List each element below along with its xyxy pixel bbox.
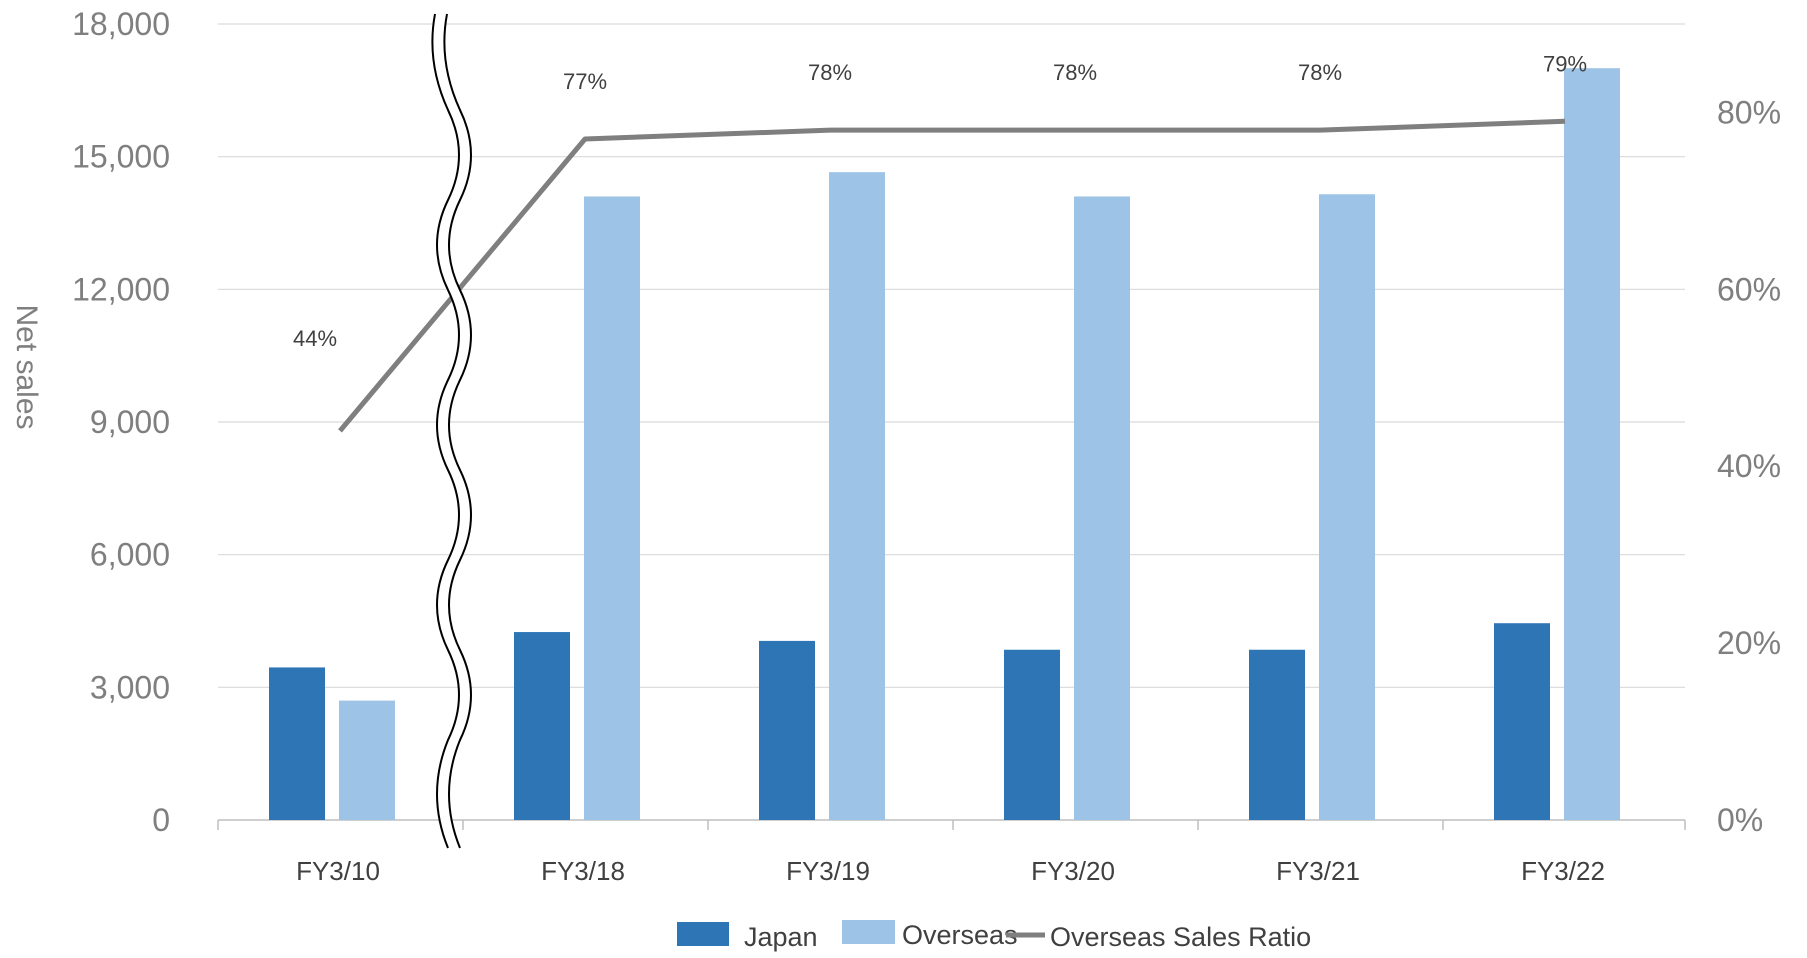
data-label: 44%	[293, 326, 337, 351]
line-layer	[338, 118, 1566, 433]
y-right-tick-label: 40%	[1717, 448, 1781, 484]
x-axis-ticks: FY3/10 FY3/18 FY3/19 FY3/20 FY3/21 FY3/22	[217, 820, 1686, 886]
y-right-tick-label: 80%	[1717, 94, 1781, 130]
x-tick-label: FY3/20	[1031, 856, 1115, 886]
data-label: 78%	[1298, 60, 1342, 85]
bar-japan	[514, 632, 570, 820]
bar-japan	[759, 640, 815, 820]
legend-swatch-japan	[677, 922, 729, 946]
y-tick-label: 9,000	[90, 404, 170, 440]
bar-overseas	[1074, 196, 1130, 820]
y-right-tick-label: 0%	[1717, 802, 1763, 838]
bar-layer	[269, 68, 1620, 821]
bar-overseas	[584, 196, 640, 820]
legend-label-japan: Japan	[744, 922, 818, 952]
axis-break-line	[431, 13, 460, 849]
bar-overseas	[339, 700, 395, 820]
right-axis-ticks: 0% 20% 40% 60% 80%	[1717, 94, 1781, 838]
bar-japan	[1004, 649, 1060, 820]
y-tick-label: 15,000	[72, 139, 170, 175]
left-axis-ticks: 0 3,000 6,000 9,000 12,000 15,000 18,000	[72, 6, 170, 838]
y-right-tick-label: 20%	[1717, 625, 1781, 661]
x-tick-label: FY3/21	[1276, 856, 1360, 886]
x-tick-label: FY3/19	[786, 856, 870, 886]
bar-japan	[1494, 623, 1550, 820]
axis-break	[431, 12, 472, 851]
legend-label-overseas-sales-ratio: Overseas Sales Ratio	[1050, 922, 1311, 952]
line-overseas-sales-ratio	[338, 118, 1566, 433]
axis-break-line	[443, 13, 472, 849]
y-tick-label: 0	[152, 802, 170, 838]
bar-overseas	[1564, 68, 1620, 820]
y-tick-label: 3,000	[90, 669, 170, 705]
data-label-layer: 44% 77% 78% 78% 78% 79%	[293, 51, 1587, 351]
y-tick-label: 18,000	[72, 6, 170, 42]
y-tick-label: 12,000	[72, 271, 170, 307]
axis-break-gap	[432, 12, 471, 851]
legend: Japan Overseas Overseas Sales Ratio	[677, 920, 1311, 952]
y-axis-label: Net sales	[10, 304, 43, 429]
bar-overseas	[829, 172, 885, 821]
y-tick-label: 6,000	[90, 537, 170, 573]
x-tick-label: FY3/22	[1521, 856, 1605, 886]
bar-overseas	[1319, 194, 1375, 820]
data-label: 78%	[808, 60, 852, 85]
legend-swatch-overseas	[842, 920, 895, 944]
legend-label-overseas: Overseas	[902, 920, 1018, 950]
data-label: 79%	[1543, 51, 1587, 76]
x-tick-label: FY3/18	[541, 856, 625, 886]
bar-japan	[269, 667, 325, 820]
data-label: 77%	[563, 69, 607, 94]
y-right-tick-label: 60%	[1717, 271, 1781, 307]
data-label: 78%	[1053, 60, 1097, 85]
bar-japan	[1249, 649, 1305, 820]
x-tick-label: FY3/10	[296, 856, 380, 886]
